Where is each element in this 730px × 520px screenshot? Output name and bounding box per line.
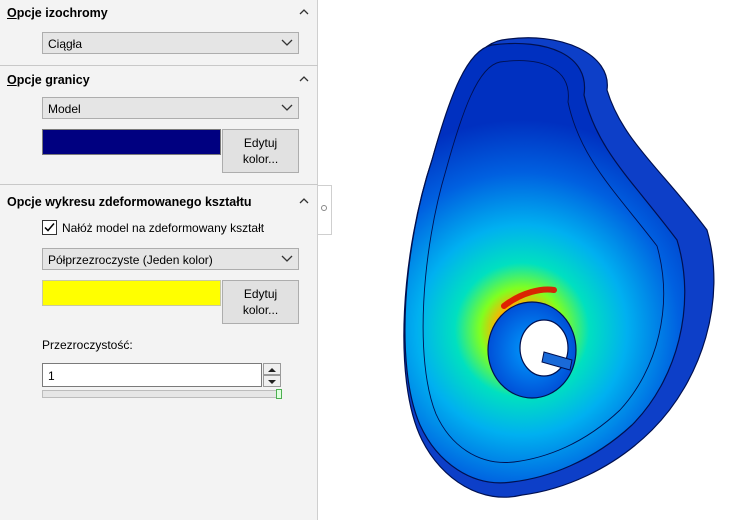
- boundary-type-value: Model: [48, 102, 81, 116]
- spin-down-button[interactable]: [263, 375, 281, 387]
- edit-button-line2: kolor...: [242, 152, 279, 166]
- cam-front-face: [404, 42, 686, 484]
- section-divider: [0, 65, 318, 66]
- boundary-options-header[interactable]: Opcje granicy: [0, 67, 318, 93]
- overlay-model-label[interactable]: Nałóż model na zdeformowany kształt: [62, 221, 265, 235]
- chevron-up-icon[interactable]: [298, 73, 310, 85]
- property-panel: Opcje izochromy Ciągła Opcje granicy Mod…: [0, 0, 318, 520]
- isochrome-type-select[interactable]: Ciągła: [42, 32, 299, 54]
- deformed-shape-options-header[interactable]: Opcje wykresu zdeformowanego kształtu: [0, 189, 318, 215]
- isochrome-options-title: Opcje izochromy: [7, 6, 108, 20]
- transparency-value: 1: [48, 369, 55, 383]
- edit-button-line1: Edytuj: [243, 287, 278, 301]
- chevron-down-icon: [281, 104, 293, 111]
- panel-collapse-tab[interactable]: [318, 185, 332, 235]
- deformed-color-swatch: [42, 280, 221, 306]
- transparency-mode-value: Półprzezroczyste (Jeden kolor): [48, 253, 213, 267]
- chevron-up-icon[interactable]: [298, 6, 310, 18]
- overlay-model-checkbox[interactable]: [42, 220, 57, 235]
- chevron-down-icon: [281, 39, 293, 46]
- transparency-mode-select[interactable]: Półprzezroczyste (Jeden kolor): [42, 248, 299, 270]
- boundary-options-title: Opcje granicy: [7, 73, 90, 87]
- triangle-down-icon: [268, 380, 276, 384]
- boundary-color-swatch: [42, 129, 221, 155]
- isochrome-type-value: Ciągła: [48, 37, 83, 51]
- deformed-shape-options-title: Opcje wykresu zdeformowanego kształtu: [7, 195, 252, 209]
- edit-button-line2: kolor...: [242, 303, 279, 317]
- chevron-down-icon: [281, 255, 293, 262]
- high-stress-region: [501, 286, 557, 309]
- transparency-slider-thumb[interactable]: [276, 389, 282, 399]
- model-viewport[interactable]: [332, 0, 730, 520]
- transparency-slider[interactable]: [42, 390, 282, 398]
- checkmark-icon: [44, 223, 55, 232]
- triangle-up-icon: [268, 368, 276, 372]
- cam-inner-edge: [422, 60, 665, 463]
- circle-dot-icon: [321, 205, 327, 211]
- isochrome-options-header[interactable]: Opcje izochromy: [0, 0, 318, 26]
- keyway: [541, 351, 573, 371]
- chevron-up-icon[interactable]: [298, 195, 310, 207]
- section-divider: [0, 184, 318, 185]
- boundary-edit-color-button[interactable]: Edytuj kolor...: [222, 129, 299, 173]
- boundary-type-select[interactable]: Model: [42, 97, 299, 119]
- transparency-input[interactable]: 1: [42, 363, 262, 387]
- deformed-edit-color-button[interactable]: Edytuj kolor...: [222, 280, 299, 324]
- transparency-label: Przezroczystość:: [42, 338, 133, 352]
- edit-button-line1: Edytuj: [243, 136, 278, 150]
- spin-up-button[interactable]: [263, 363, 281, 375]
